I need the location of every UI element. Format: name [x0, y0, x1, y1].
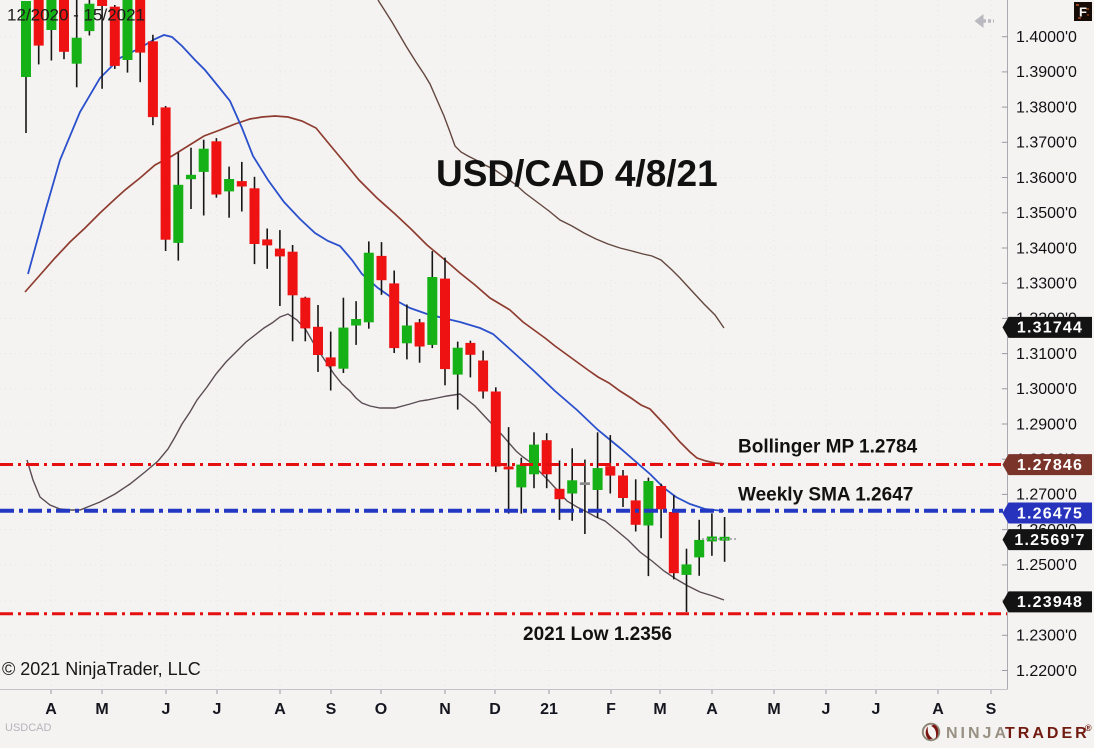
svg-text:1.2500'0: 1.2500'0: [1016, 557, 1077, 574]
svg-text:1.3500'0: 1.3500'0: [1016, 205, 1077, 222]
svg-text:S: S: [326, 701, 337, 718]
svg-text:1.3600'0: 1.3600'0: [1016, 170, 1077, 187]
svg-text:Bollinger MP 1.2784: Bollinger MP 1.2784: [738, 437, 918, 458]
svg-text:D: D: [489, 701, 501, 718]
svg-text:12/2020 - 15/2021: 12/2020 - 15/2021: [7, 6, 145, 25]
svg-text:J: J: [822, 701, 831, 718]
svg-text:1.2300'0: 1.2300'0: [1016, 628, 1077, 645]
svg-text:F: F: [1079, 5, 1087, 20]
svg-text:1.3900'0: 1.3900'0: [1016, 64, 1077, 81]
svg-text:A: A: [45, 701, 57, 718]
svg-text:2021 Low 1.2356: 2021 Low 1.2356: [523, 624, 672, 645]
svg-text:NINJA: NINJA: [946, 725, 1009, 742]
svg-text:© 2021 NinjaTrader, LLC: © 2021 NinjaTrader, LLC: [2, 659, 201, 679]
svg-text:USD/CAD 4/8/21: USD/CAD 4/8/21: [436, 153, 718, 194]
svg-text:1.4000'0: 1.4000'0: [1016, 29, 1077, 46]
svg-text:1.31744: 1.31744: [1017, 320, 1083, 337]
svg-text:1.23948: 1.23948: [1017, 594, 1083, 611]
svg-text:M: M: [95, 701, 108, 718]
svg-text:N: N: [439, 701, 451, 718]
svg-text:A: A: [274, 701, 286, 718]
svg-text:1.3400'0: 1.3400'0: [1016, 240, 1077, 257]
svg-text:1.2200'0: 1.2200'0: [1016, 663, 1077, 680]
svg-text:1.3800'0: 1.3800'0: [1016, 99, 1077, 116]
svg-text:1.3700'0: 1.3700'0: [1016, 135, 1077, 152]
svg-text:1.2569'7: 1.2569'7: [1014, 532, 1085, 549]
svg-text:S: S: [986, 701, 997, 718]
svg-text:F: F: [606, 701, 616, 718]
svg-text:M: M: [767, 701, 780, 718]
svg-text:A: A: [706, 701, 718, 718]
svg-text:1.3000'0: 1.3000'0: [1016, 381, 1077, 398]
svg-text:J: J: [872, 701, 881, 718]
svg-text:21: 21: [540, 701, 558, 718]
svg-text:1.3100'0: 1.3100'0: [1016, 346, 1077, 363]
svg-text:1.2900'0: 1.2900'0: [1016, 416, 1077, 433]
svg-text:J: J: [213, 701, 222, 718]
svg-text:TRADER: TRADER: [1005, 725, 1090, 742]
svg-text:1.27846: 1.27846: [1017, 457, 1083, 474]
svg-text:USDCAD: USDCAD: [5, 722, 52, 734]
svg-text:1.26475: 1.26475: [1017, 505, 1083, 522]
svg-text:M: M: [653, 701, 666, 718]
svg-text:®: ®: [1085, 723, 1092, 733]
svg-text:Weekly SMA 1.2647: Weekly SMA 1.2647: [738, 485, 913, 506]
svg-text:1.3300'0: 1.3300'0: [1016, 276, 1077, 293]
svg-text:J: J: [162, 701, 171, 718]
svg-text:1.2700'0: 1.2700'0: [1016, 487, 1077, 504]
svg-text:O: O: [375, 701, 387, 718]
svg-text:A: A: [932, 701, 944, 718]
